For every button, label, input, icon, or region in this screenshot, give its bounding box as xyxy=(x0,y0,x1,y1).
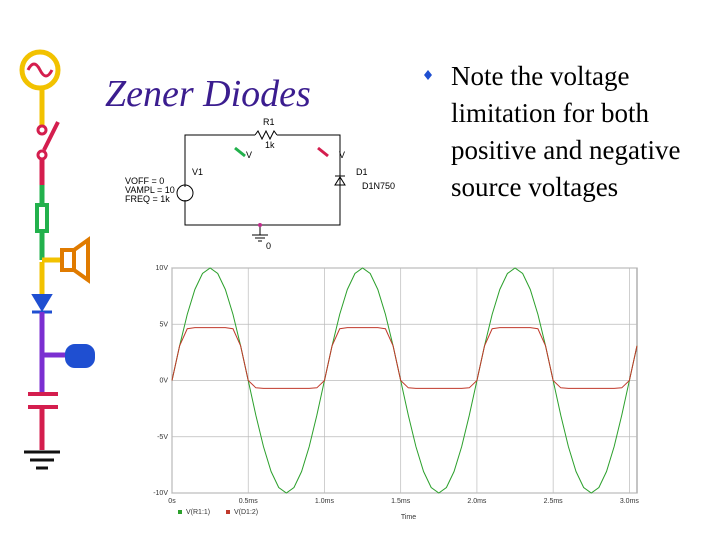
x-tick-label: 1.0ms xyxy=(315,498,335,505)
legend-label: V(D1:2) xyxy=(234,509,258,516)
schematic-label: R1 xyxy=(263,117,275,127)
schematic-label: V1 xyxy=(192,167,203,177)
schematic-label: V xyxy=(246,150,252,160)
schematic-label: 0 xyxy=(266,241,271,251)
bullet-text: Note the voltage limitation for both pos… xyxy=(451,61,681,202)
schematic-label: D1N750 xyxy=(362,181,395,191)
component-icons xyxy=(19,49,95,470)
legend-marker xyxy=(178,510,182,514)
series-line xyxy=(171,327,638,389)
x-tick-label: 2.5ms xyxy=(544,498,564,505)
schematic-label: V xyxy=(339,150,345,160)
legend-label: V(R1:1) xyxy=(186,509,210,516)
schematic xyxy=(176,129,346,242)
slide-title: Zener Diodes xyxy=(105,73,311,115)
x-tick-label: 3.0ms xyxy=(620,498,640,505)
x-tick-label: 0.5ms xyxy=(239,498,259,505)
legend-marker xyxy=(226,510,230,514)
x-tick-label: 2.0ms xyxy=(467,498,487,505)
bullet-marker xyxy=(424,70,432,80)
x-tick-label: 0s xyxy=(168,498,176,505)
y-tick-label: -10V xyxy=(153,490,168,497)
schematic-label: VOFF = 0 xyxy=(125,176,164,186)
y-tick-label: 0V xyxy=(159,378,168,385)
x-tick-label: 1.5ms xyxy=(391,498,411,505)
y-tick-label: 5V xyxy=(159,321,168,328)
schematic-label: FREQ = 1k xyxy=(125,194,170,204)
series-line xyxy=(171,267,638,494)
x-axis-label: Time xyxy=(401,514,416,521)
y-tick-label: 10V xyxy=(156,265,169,272)
schematic-label: VAMPL = 10 xyxy=(125,185,175,195)
schematic-label: D1 xyxy=(356,167,368,177)
y-tick-label: -5V xyxy=(157,434,168,441)
schematic-label: 1k xyxy=(265,140,275,150)
schematic-labels: R1 1k V V V1 VOFF = 0 VAMPL = 10 FREQ = … xyxy=(125,117,395,251)
